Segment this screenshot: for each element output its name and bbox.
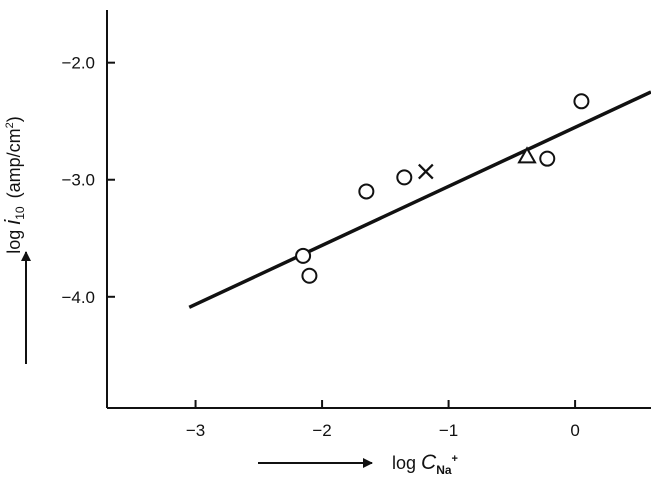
circle-point [396, 169, 413, 186]
y-label-unit-close: ) [4, 116, 24, 122]
circle-point [295, 247, 312, 264]
x-tick-label: 0 [570, 421, 579, 440]
circle-point [539, 150, 556, 167]
x-tick-label: −1 [439, 421, 458, 440]
tick-labels: −3 −2 −1 0 −2.0 −3.0 −4.0 [61, 54, 579, 440]
y-axis-label: log i10 (amp/cm2) [0, 116, 27, 253]
x-label-prefix: log [392, 453, 421, 473]
circle-point [358, 183, 375, 200]
x-label-sup: + [452, 453, 458, 465]
y-tick-label: −2.0 [61, 54, 95, 73]
x-axis-label: log CNa+ [392, 451, 458, 477]
y-label-unit-sup: 2 [4, 122, 16, 128]
y-label-prefix: log [4, 225, 24, 254]
fit-line [188, 90, 651, 309]
cross-point [418, 163, 434, 180]
ticks [107, 61, 577, 408]
y-label-unit: (amp/cm [4, 128, 24, 198]
y-tick-label: −3.0 [61, 171, 95, 190]
circle-point [301, 267, 318, 284]
x-label-var: C [421, 451, 437, 474]
x-tick-label: −3 [186, 421, 205, 440]
circle-point [573, 93, 590, 110]
y-tick-label: −4.0 [61, 288, 95, 307]
svg-text:log i10(amp/cm2): log i10 (amp/cm2) [0, 116, 27, 253]
fit-line-group [188, 90, 651, 309]
data-points [295, 93, 590, 284]
x-label-sub: Na [436, 463, 452, 477]
x-tick-label: −2 [312, 421, 331, 440]
y-label-sub: 10 [13, 206, 27, 220]
triangle-point [517, 146, 537, 164]
y-label-var: i [0, 219, 25, 225]
